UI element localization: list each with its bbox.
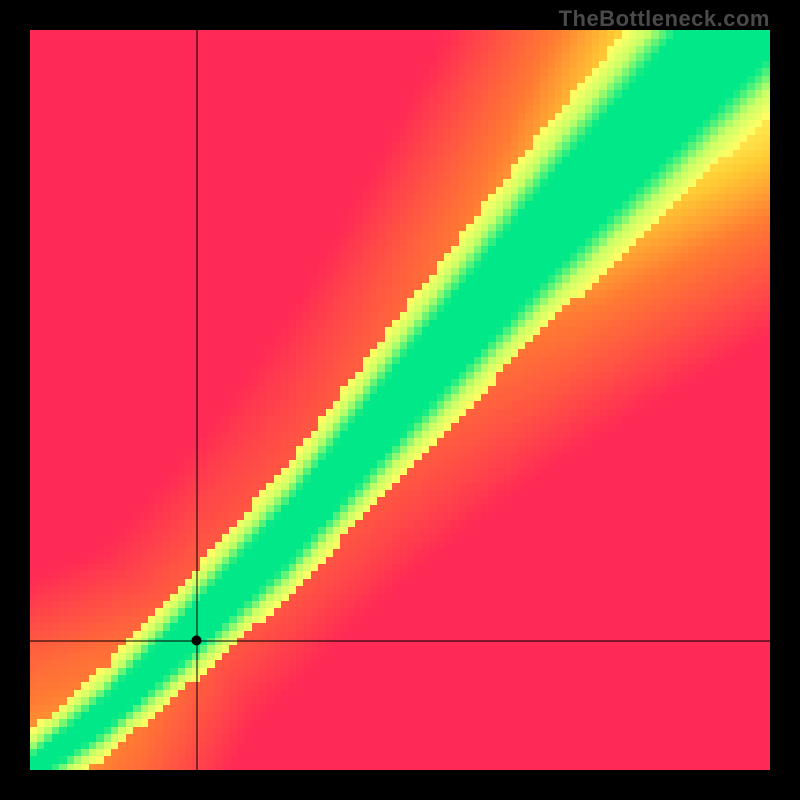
bottleneck-heatmap	[30, 30, 770, 770]
heatmap-frame	[30, 30, 770, 770]
watermark-text: TheBottleneck.com	[559, 6, 770, 32]
